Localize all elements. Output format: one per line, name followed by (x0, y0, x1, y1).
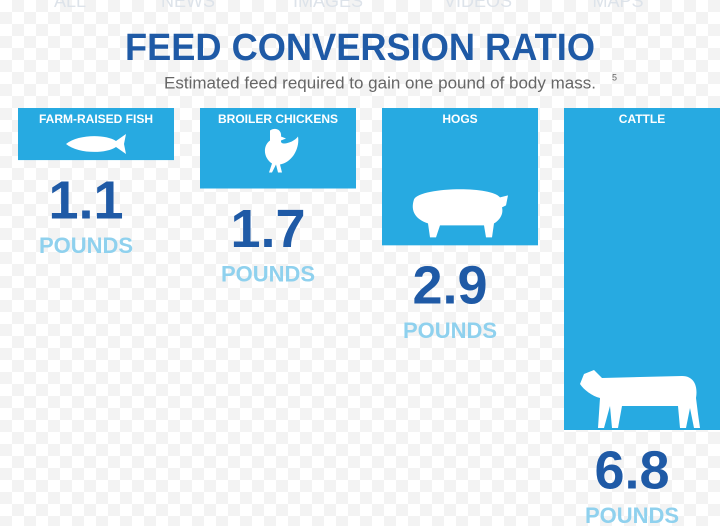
footnote-mark: 5 (612, 72, 617, 82)
nav-tab: ALL (54, 0, 86, 11)
nav-tab: NEWS (161, 0, 215, 11)
animal-icon (66, 134, 126, 154)
unit-label: POUNDS (39, 233, 133, 258)
animal-icon (580, 370, 700, 428)
category-label: HOGS (442, 112, 477, 126)
category-label: BROILER CHICKENS (218, 112, 338, 126)
category-label: CATTLE (619, 112, 665, 126)
nav-tab: MAPS (592, 0, 643, 11)
unit-label: POUNDS (585, 503, 679, 526)
value-label: 1.1 (48, 170, 123, 230)
animal-icon (412, 189, 508, 238)
chart-subtitle: Estimated feed required to gain one poun… (164, 73, 596, 92)
value-label: 2.9 (412, 256, 487, 316)
animal-icon (264, 128, 299, 173)
value-label: 1.7 (230, 199, 305, 259)
category-label: FARM-RAISED FISH (39, 112, 153, 126)
unit-label: POUNDS (221, 261, 315, 286)
value-label: 6.8 (594, 440, 669, 500)
nav-tab: IMAGES (293, 0, 363, 11)
unit-label: POUNDS (403, 318, 497, 343)
chart-title: FEED CONVERSION RATIO (125, 27, 595, 69)
nav-tab: VIDEOS (444, 0, 512, 11)
